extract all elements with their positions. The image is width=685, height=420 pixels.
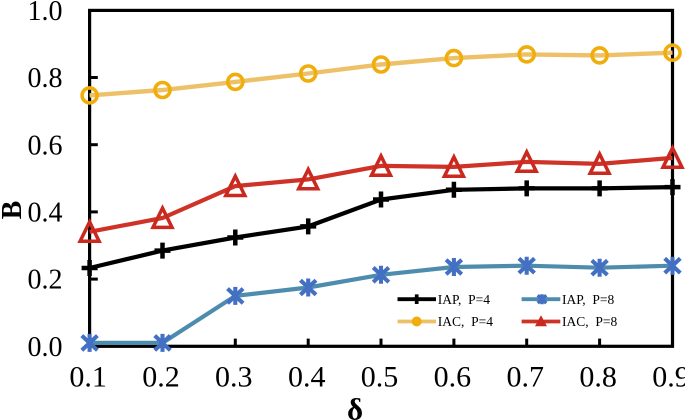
svg-text:B: B: [0, 201, 28, 220]
svg-text:IAP, P=8: IAP, P=8: [562, 292, 615, 307]
svg-text:δ: δ: [347, 391, 363, 420]
svg-text:0.9: 0.9: [652, 361, 685, 394]
svg-text:1.0: 1.0: [28, 0, 63, 27]
svg-text:0.6: 0.6: [434, 361, 472, 394]
svg-text:0.2: 0.2: [28, 265, 63, 296]
svg-text:0.8: 0.8: [579, 361, 617, 394]
svg-text:0.7: 0.7: [506, 361, 544, 394]
svg-text:0.4: 0.4: [28, 198, 63, 229]
svg-text:IAP, P=4: IAP, P=4: [438, 292, 491, 307]
svg-text:0.0: 0.0: [28, 332, 63, 363]
svg-text:0.3: 0.3: [215, 361, 253, 394]
svg-text:0.2: 0.2: [142, 361, 180, 394]
svg-text:IAC, P=4: IAC, P=4: [438, 314, 493, 329]
svg-text:0.8: 0.8: [28, 63, 63, 94]
svg-text:0.4: 0.4: [288, 361, 326, 394]
svg-text:0.1: 0.1: [69, 361, 107, 394]
svg-text:0.6: 0.6: [28, 130, 63, 161]
svg-text:0.5: 0.5: [361, 361, 399, 394]
svg-text:IAC, P=8: IAC, P=8: [562, 314, 617, 329]
